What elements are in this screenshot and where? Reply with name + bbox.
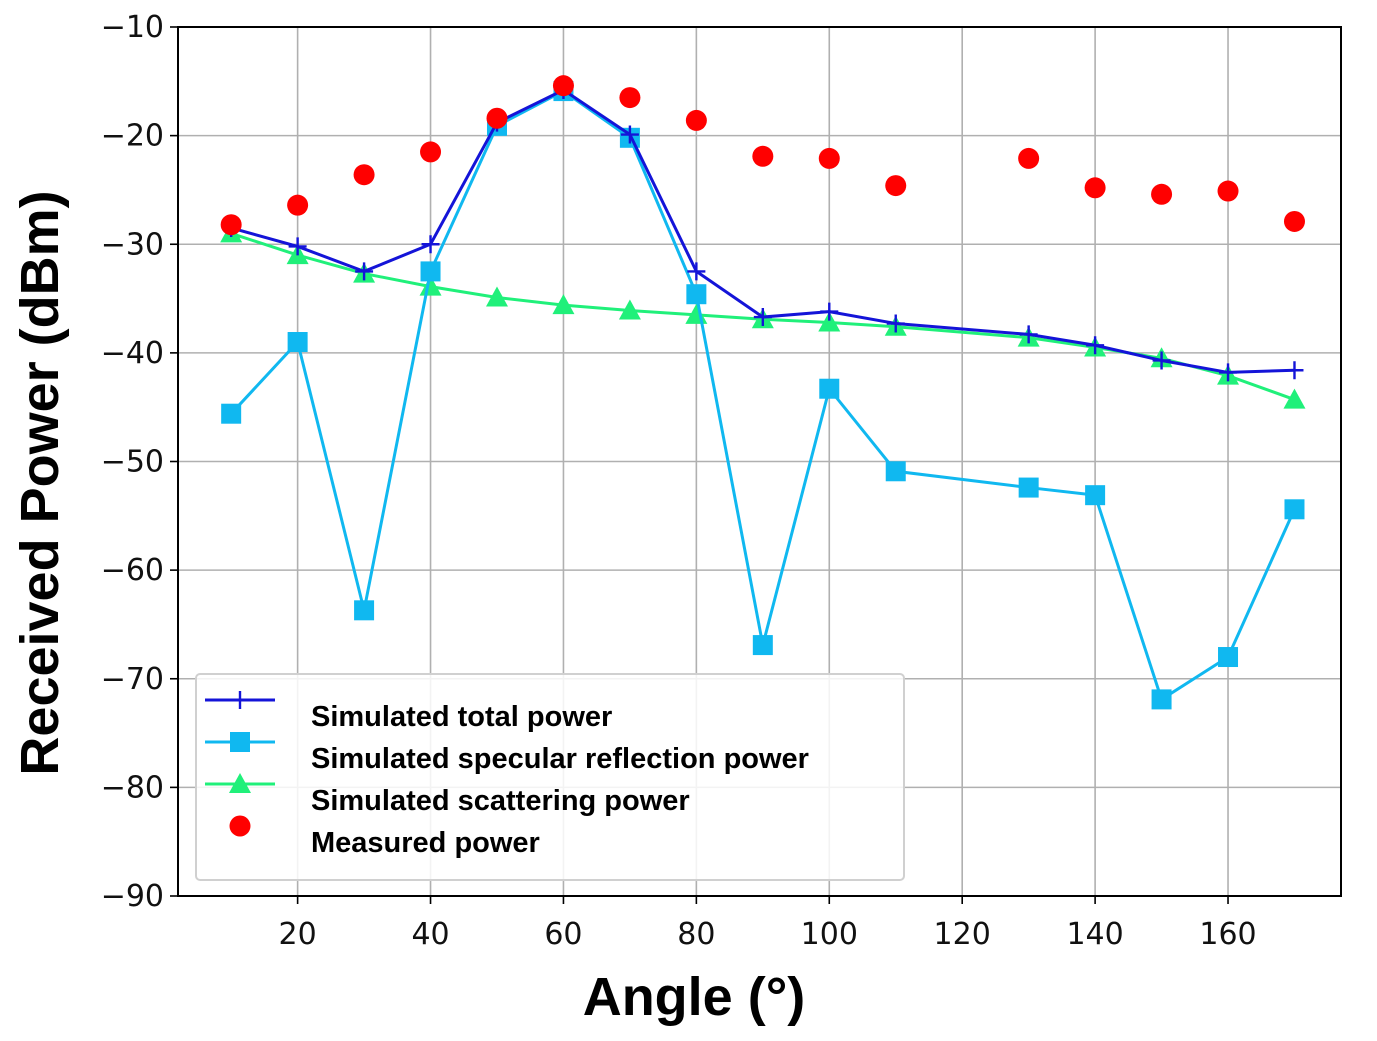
data-point — [288, 237, 307, 256]
x-tick-label: 20 — [279, 917, 317, 952]
series-square — [221, 81, 1305, 710]
legend-entry: Measured power — [229, 815, 540, 859]
x-tick-label: 40 — [411, 917, 449, 952]
data-point — [1218, 647, 1239, 668]
legend-marker — [229, 815, 251, 837]
data-point — [354, 600, 375, 621]
legend-entry: Simulated total power — [205, 691, 612, 733]
data-point — [619, 87, 641, 109]
data-point — [885, 175, 907, 197]
data-point — [221, 403, 242, 424]
x-tick-label: 80 — [677, 917, 715, 952]
series-circle — [220, 75, 1305, 236]
y-tick-label: −10 — [101, 10, 164, 45]
data-point — [485, 286, 508, 307]
data-point — [287, 332, 308, 353]
legend: Simulated total power Simulated specular … — [195, 673, 905, 881]
data-point — [1284, 499, 1305, 520]
data-point — [1151, 183, 1173, 205]
series-line — [230, 89, 1296, 702]
legend-label: Simulated total power — [311, 701, 612, 733]
legend-label: Simulated specular reflection power — [311, 743, 809, 775]
data-point — [552, 294, 575, 315]
x-tick-label: 160 — [1199, 917, 1256, 952]
data-point — [419, 275, 442, 296]
y-tick-label: −30 — [101, 227, 164, 262]
y-tick-label: −80 — [101, 770, 164, 805]
x-tick-label: 60 — [544, 917, 582, 952]
data-point — [1151, 689, 1172, 710]
data-point — [1219, 363, 1238, 382]
data-point — [421, 235, 440, 254]
legend-label: Measured power — [311, 827, 540, 859]
data-point — [1084, 177, 1106, 199]
data-point — [1285, 361, 1304, 380]
series-line — [230, 88, 1295, 374]
data-point — [819, 378, 840, 399]
data-point — [820, 302, 839, 321]
data-point — [618, 299, 641, 320]
data-point — [1086, 336, 1105, 355]
data-point — [752, 635, 773, 656]
y-tick-label: −50 — [101, 445, 164, 480]
legend-marker — [231, 691, 249, 709]
data-point — [1018, 477, 1039, 498]
data-point — [1019, 325, 1038, 344]
series-layer — [220, 75, 1306, 710]
legend-entry: Simulated scattering power — [205, 773, 690, 817]
tick-layer: 20 40 60 80 100 120 140 160 −90 −80 −70 −60 −50 −40 −3… — [101, 10, 1257, 952]
data-point — [818, 147, 840, 169]
data-point — [620, 125, 639, 144]
series-plus — [222, 81, 1304, 382]
data-point — [220, 214, 242, 236]
data-point — [818, 311, 841, 332]
y-tick-label: −20 — [101, 119, 164, 154]
data-point — [1152, 351, 1171, 370]
y-axis-title: Received Power (dBm) — [10, 190, 70, 775]
data-point — [686, 284, 707, 305]
data-point — [752, 145, 774, 167]
legend-marker — [229, 773, 251, 793]
legend-entry: Simulated specular reflection power — [205, 732, 809, 775]
data-point — [1217, 180, 1239, 202]
data-point — [885, 461, 906, 482]
data-point — [552, 75, 574, 97]
data-point — [486, 107, 508, 129]
data-point — [353, 164, 375, 186]
data-point — [1283, 210, 1305, 232]
x-axis-title: Angle (°) — [583, 967, 806, 1027]
y-tick-label: −60 — [101, 553, 164, 588]
x-tick-label: 100 — [801, 917, 858, 952]
data-point — [753, 308, 772, 327]
legend-entries: Simulated total power Simulated specular … — [205, 691, 809, 859]
data-point — [287, 194, 309, 216]
data-point — [687, 262, 706, 281]
x-tick-label: 140 — [1066, 917, 1123, 952]
data-point — [685, 109, 707, 131]
data-point — [1283, 388, 1306, 409]
legend-box — [195, 673, 905, 881]
y-tick-label: −70 — [101, 662, 164, 697]
y-tick-label: −40 — [101, 336, 164, 371]
data-point — [420, 261, 441, 282]
data-point — [1018, 147, 1040, 169]
x-tick-label: 120 — [934, 917, 991, 952]
data-point — [355, 262, 374, 281]
y-tick-label: −90 — [101, 879, 164, 914]
data-point — [420, 141, 442, 163]
legend-marker — [230, 732, 250, 752]
data-point — [1085, 485, 1106, 506]
legend-label: Simulated scattering power — [311, 785, 690, 817]
data-point — [886, 314, 905, 333]
